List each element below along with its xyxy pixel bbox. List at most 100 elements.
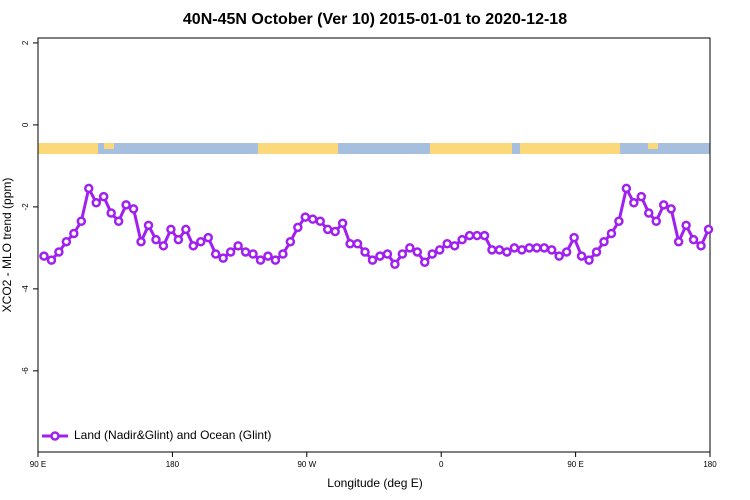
data-point (576, 251, 587, 261)
data-point (91, 198, 101, 208)
data-point (636, 191, 647, 202)
data-point (457, 234, 467, 245)
land-ocean-strip (38, 143, 710, 154)
data-point (113, 216, 124, 226)
data-point (270, 255, 281, 265)
data-point (658, 200, 669, 210)
legend-label: Land (Nadir&Glint) and Ocean (Glint) (74, 428, 271, 442)
data-point (591, 247, 602, 257)
legend-marker (50, 431, 60, 441)
data-point (98, 191, 109, 202)
data-point (397, 249, 408, 259)
data-point (390, 259, 400, 270)
y-tick-label: -2 (21, 203, 30, 211)
data-point (181, 224, 191, 235)
data-point (546, 245, 557, 255)
data-point (106, 208, 116, 218)
data-point (158, 241, 169, 251)
data-point (703, 224, 714, 235)
data-point (382, 249, 393, 259)
data-point (644, 208, 654, 218)
data-point (569, 232, 579, 243)
data-point (46, 255, 57, 265)
data-point (502, 247, 512, 257)
data-point (651, 216, 661, 226)
x-tick-label: 180 (703, 460, 717, 469)
x-axis-label: Longitude (deg E) (327, 476, 422, 490)
data-point (203, 232, 213, 243)
data-point (688, 234, 699, 245)
data-point (599, 236, 609, 247)
data-point (629, 198, 639, 208)
data-point (128, 204, 139, 214)
data-point (345, 239, 355, 249)
data-point (532, 243, 542, 253)
data-point (39, 251, 49, 261)
data-point (233, 241, 243, 251)
data-point (479, 230, 490, 241)
data-point (136, 236, 146, 247)
x-tick-label: 90 W (297, 460, 316, 469)
data-point (427, 249, 437, 259)
data-point (614, 216, 624, 226)
data-point (121, 200, 131, 210)
data-point (412, 247, 423, 257)
data-point (263, 251, 273, 261)
data-point (539, 243, 549, 253)
data-point (188, 241, 199, 251)
y-tick-label: -6 (21, 367, 30, 375)
y-tick-label: -4 (21, 285, 30, 293)
data-point (285, 236, 296, 247)
data-point (606, 228, 617, 239)
data-point (330, 226, 340, 237)
data-point (442, 239, 452, 249)
data-point (240, 247, 251, 257)
data-point (487, 245, 497, 255)
data-point (464, 230, 475, 241)
data-point (367, 255, 378, 265)
data-point (375, 251, 385, 261)
data-point (449, 241, 460, 251)
data-point (69, 228, 79, 239)
data-point (210, 249, 221, 259)
data-point (696, 241, 706, 251)
data-point (494, 245, 505, 255)
data-point (621, 183, 632, 194)
data-point (54, 247, 64, 257)
data-point (76, 216, 87, 226)
chart-title: 40N-45N October (Ver 10) 2015-01-01 to 2… (183, 11, 567, 28)
data-point (420, 257, 430, 267)
y-axis-label: XCO2 - MLO trend (ppm) (0, 178, 14, 313)
data-point (218, 253, 228, 263)
data-point (584, 255, 594, 265)
x-tick-label: 180 (166, 460, 180, 469)
data-point (151, 234, 161, 245)
x-tick-label: 0 (439, 460, 444, 469)
data-point (225, 247, 236, 257)
data-point (681, 220, 691, 231)
plot-frame (37, 37, 711, 453)
data-point (84, 183, 94, 194)
data-point (248, 249, 258, 259)
data-point (360, 247, 370, 257)
x-tick-label: 90 E (30, 460, 46, 469)
data-point (666, 204, 676, 214)
data-point (561, 247, 572, 257)
data-point (255, 255, 266, 265)
data-point (173, 234, 184, 245)
data-point (405, 243, 415, 253)
data-point (308, 214, 318, 224)
data-point (524, 243, 535, 253)
data-point (554, 251, 564, 261)
data-point (434, 245, 445, 255)
data-point (322, 224, 333, 235)
data-point (337, 218, 348, 229)
data-point (293, 222, 303, 233)
y-tick-label: 2 (21, 40, 30, 45)
data-point (166, 224, 176, 235)
data-point (352, 239, 363, 249)
x-tick-label: 90 E (567, 460, 583, 469)
data-point (315, 216, 325, 226)
data-point (673, 236, 684, 247)
data-point (300, 212, 311, 222)
